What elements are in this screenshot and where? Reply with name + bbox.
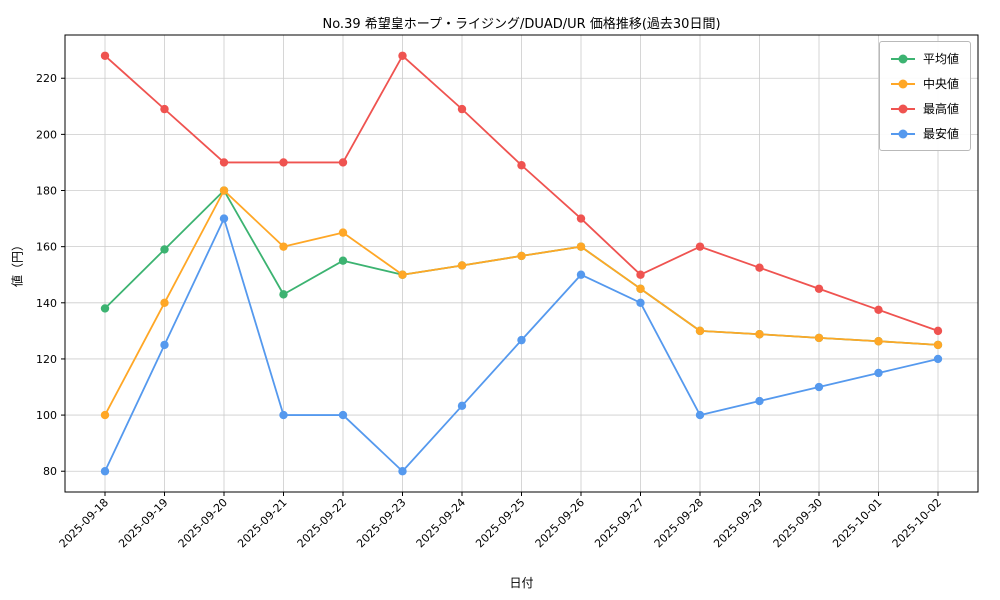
data-point xyxy=(636,298,645,307)
data-point xyxy=(457,104,467,114)
data-point xyxy=(755,330,764,339)
x-tick-label: 2025-09-26 xyxy=(533,496,587,550)
legend-item-min: 最安値 xyxy=(890,125,959,142)
data-point xyxy=(100,304,110,313)
legend-dot-median xyxy=(898,79,908,88)
data-point xyxy=(874,368,883,378)
data-point xyxy=(279,410,288,420)
x-tick-label: 2025-09-27 xyxy=(592,496,646,550)
data-point xyxy=(398,270,407,279)
data-point xyxy=(398,51,407,60)
data-point xyxy=(517,251,526,261)
y-axis-label: 値（円） xyxy=(10,238,25,288)
data-point xyxy=(695,326,705,336)
x-tick-label: 2025-10-01 xyxy=(830,496,884,550)
x-tick-label: 2025-09-29 xyxy=(711,496,765,550)
data-point xyxy=(338,256,348,265)
data-point xyxy=(338,158,348,167)
data-point xyxy=(160,340,169,350)
legend-dot-max xyxy=(898,104,908,113)
data-point xyxy=(933,326,943,336)
legend-label-min: 最安値 xyxy=(922,127,959,141)
data-point xyxy=(576,270,586,279)
data-point xyxy=(636,284,645,293)
data-point xyxy=(160,298,169,307)
x-tick-label: 2025-09-25 xyxy=(473,496,527,550)
data-point xyxy=(219,158,229,167)
data-point xyxy=(755,263,764,272)
legend-item-median: 中央値 xyxy=(890,75,959,92)
data-point xyxy=(933,354,943,364)
chart-title: No.39 希望皇ホープ・ライジング/DUAD/UR 価格推移(過去30日間) xyxy=(322,17,721,32)
x-tick-label: 2025-09-21 xyxy=(235,496,289,550)
y-tick-label: 100 xyxy=(36,409,57,422)
legend-marker-average xyxy=(890,54,915,63)
legend-label-median: 中央値 xyxy=(922,77,959,91)
x-axis-label: 日付 xyxy=(509,576,534,590)
data-point xyxy=(874,337,883,346)
data-point xyxy=(219,186,229,195)
data-point xyxy=(457,261,467,270)
y-tick-label: 120 xyxy=(36,353,57,366)
y-tick-label: 160 xyxy=(36,241,57,254)
data-point xyxy=(695,410,705,420)
x-tick-label: 2025-09-30 xyxy=(771,496,825,550)
legend-label-max: 最高値 xyxy=(922,102,959,116)
x-tick-label: 2025-09-20 xyxy=(176,496,230,550)
x-tick-label: 2025-09-22 xyxy=(295,496,349,550)
x-tick-label: 2025-10-02 xyxy=(890,496,944,550)
x-tick-label: 2025-09-18 xyxy=(57,496,111,550)
x-tick-label: 2025-09-24 xyxy=(414,496,468,550)
data-point xyxy=(814,284,824,293)
legend-marker-min xyxy=(890,129,915,138)
legend-dot-average xyxy=(898,54,908,63)
data-point xyxy=(517,335,526,345)
data-point xyxy=(398,467,407,476)
chart-legend: 平均値 中央値 最高値 最安値 xyxy=(878,41,971,151)
data-point xyxy=(100,410,110,420)
data-point xyxy=(100,467,110,476)
data-point xyxy=(576,214,586,223)
data-point xyxy=(636,270,645,279)
legend-dot-min xyxy=(898,129,908,138)
data-point xyxy=(457,401,467,411)
data-point xyxy=(279,242,288,251)
data-point xyxy=(219,214,229,223)
data-point xyxy=(338,410,348,420)
data-point xyxy=(933,340,943,350)
data-point xyxy=(755,396,764,406)
legend-item-max: 最高値 xyxy=(890,100,959,117)
legend-marker-median xyxy=(890,79,915,88)
data-point xyxy=(814,333,824,343)
x-tick-label: 2025-09-19 xyxy=(116,496,170,550)
data-point xyxy=(160,104,169,114)
data-point xyxy=(517,161,526,170)
data-point xyxy=(874,305,883,315)
data-point xyxy=(160,245,169,254)
data-point xyxy=(100,51,110,60)
legend-marker-max xyxy=(890,104,915,113)
y-tick-label: 180 xyxy=(36,185,57,198)
y-tick-label: 80 xyxy=(43,465,57,478)
data-point xyxy=(576,242,586,251)
legend-label-average: 平均値 xyxy=(922,52,959,66)
data-point xyxy=(814,382,824,392)
data-point xyxy=(695,242,705,251)
x-tick-label: 2025-09-23 xyxy=(354,496,408,550)
data-point xyxy=(279,290,288,299)
y-tick-label: 140 xyxy=(36,297,57,310)
legend-item-average: 平均値 xyxy=(890,50,959,67)
data-point xyxy=(338,228,348,237)
y-tick-label: 220 xyxy=(36,72,57,85)
x-tick-label: 2025-09-28 xyxy=(652,496,706,550)
data-point xyxy=(279,158,288,167)
y-tick-label: 200 xyxy=(36,128,57,141)
